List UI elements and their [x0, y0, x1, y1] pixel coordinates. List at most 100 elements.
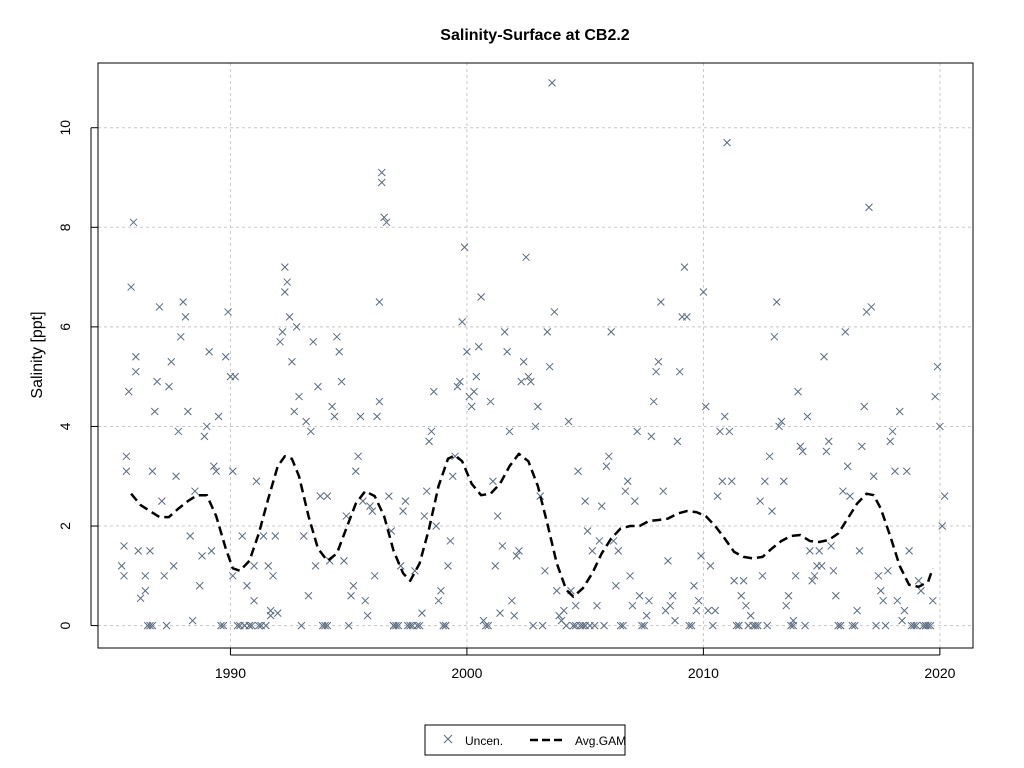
- data-point-stroke: [595, 537, 604, 545]
- data-point-stroke: [583, 527, 592, 535]
- data-point-stroke: [311, 561, 320, 570]
- data-point: [706, 561, 715, 570]
- data-point-stroke: [195, 581, 204, 590]
- data-point-stroke: [406, 621, 415, 630]
- data-point-stroke: [635, 591, 644, 600]
- data-point: [491, 561, 500, 570]
- data-point-stroke: [713, 492, 722, 501]
- data-point: [377, 168, 386, 177]
- data-point-stroke: [368, 507, 377, 515]
- data-point: [791, 571, 800, 580]
- data-point: [406, 621, 415, 630]
- data-point: [157, 497, 166, 505]
- data-point-stroke: [280, 288, 289, 296]
- data-point: [564, 417, 573, 426]
- data-point-stroke: [124, 387, 133, 396]
- data-point-stroke: [789, 621, 798, 630]
- data-point: [545, 362, 554, 371]
- data-point: [399, 507, 407, 515]
- data-point-stroke: [607, 327, 616, 336]
- data-point: [817, 561, 826, 570]
- data-point-stroke: [375, 298, 384, 306]
- data-point-stroke: [881, 621, 890, 630]
- data-point-stroke: [309, 337, 318, 346]
- data-point-stroke: [356, 412, 365, 421]
- data-point-stroke: [188, 616, 197, 625]
- data-point-stroke: [876, 586, 885, 595]
- data-point: [697, 552, 705, 560]
- data-point: [221, 352, 230, 361]
- data-point-stroke: [401, 497, 410, 505]
- data-point-stroke: [536, 492, 545, 501]
- data-point-stroke: [938, 522, 947, 530]
- data-point-stroke: [247, 621, 256, 630]
- data-point-stroke: [373, 412, 381, 421]
- data-point: [876, 586, 885, 595]
- data-point-stroke: [340, 557, 348, 565]
- data-point-stroke: [344, 621, 353, 630]
- data-point-stroke: [685, 621, 694, 630]
- data-point: [571, 621, 580, 630]
- data-point: [810, 571, 819, 580]
- data-point-stroke: [735, 621, 743, 630]
- data-point: [146, 621, 154, 630]
- data-point-stroke: [174, 427, 183, 436]
- data-point: [623, 477, 632, 486]
- data-point: [682, 313, 691, 321]
- data-point-stroke: [259, 532, 268, 540]
- data-point-stroke: [829, 566, 838, 575]
- data-point-stroke: [614, 547, 623, 555]
- data-point-stroke: [323, 492, 332, 501]
- data-point-stroke: [723, 138, 731, 147]
- data-point: [368, 507, 377, 515]
- data-point: [872, 621, 880, 630]
- data-point: [784, 591, 793, 600]
- data-point: [543, 327, 552, 336]
- data-point: [571, 601, 580, 610]
- data-point-stroke: [489, 477, 497, 486]
- data-point-stroke: [803, 412, 812, 421]
- data-point: [635, 591, 644, 600]
- data-point-stroke: [831, 591, 840, 600]
- data-point-stroke: [484, 621, 493, 630]
- data-point: [562, 621, 571, 630]
- legend-box: [424, 724, 626, 756]
- data-point: [486, 397, 495, 406]
- data-point: [727, 477, 736, 486]
- data-point: [652, 367, 660, 376]
- data-point-stroke: [207, 547, 216, 555]
- data-point-stroke: [843, 462, 852, 471]
- data-point: [323, 492, 332, 501]
- data-point: [853, 606, 861, 615]
- data-point: [531, 422, 540, 431]
- data-point-stroke: [872, 621, 880, 630]
- data-point-stroke: [569, 621, 578, 630]
- data-point: [131, 352, 140, 361]
- data-point-stroke: [500, 327, 509, 336]
- data-point-stroke: [314, 382, 322, 391]
- data-point-stroke: [254, 621, 263, 630]
- data-point-stroke: [720, 412, 729, 421]
- data-point-stroke: [295, 392, 303, 401]
- data-point-stroke: [543, 327, 552, 336]
- y-tick-label: 10: [57, 120, 73, 136]
- data-point: [699, 288, 708, 296]
- data-point-stroke: [694, 596, 703, 605]
- data-point: [737, 591, 746, 600]
- legend-marker-uncen: [443, 734, 453, 744]
- data-point-stroke: [285, 313, 294, 321]
- data-point-stroke: [458, 318, 467, 326]
- data-point: [453, 382, 462, 391]
- data-point-stroke: [342, 512, 351, 520]
- data-point-stroke: [200, 432, 209, 441]
- data-point-stroke: [649, 397, 658, 406]
- data-point-stroke: [548, 79, 556, 87]
- data-point-stroke: [933, 362, 942, 371]
- data-point-stroke: [131, 352, 140, 361]
- data-point-stroke: [250, 596, 258, 605]
- data-point-stroke: [425, 437, 433, 446]
- data-point-stroke: [602, 462, 611, 471]
- data-point: [524, 372, 533, 381]
- data-point: [536, 492, 545, 501]
- data-point: [441, 621, 450, 630]
